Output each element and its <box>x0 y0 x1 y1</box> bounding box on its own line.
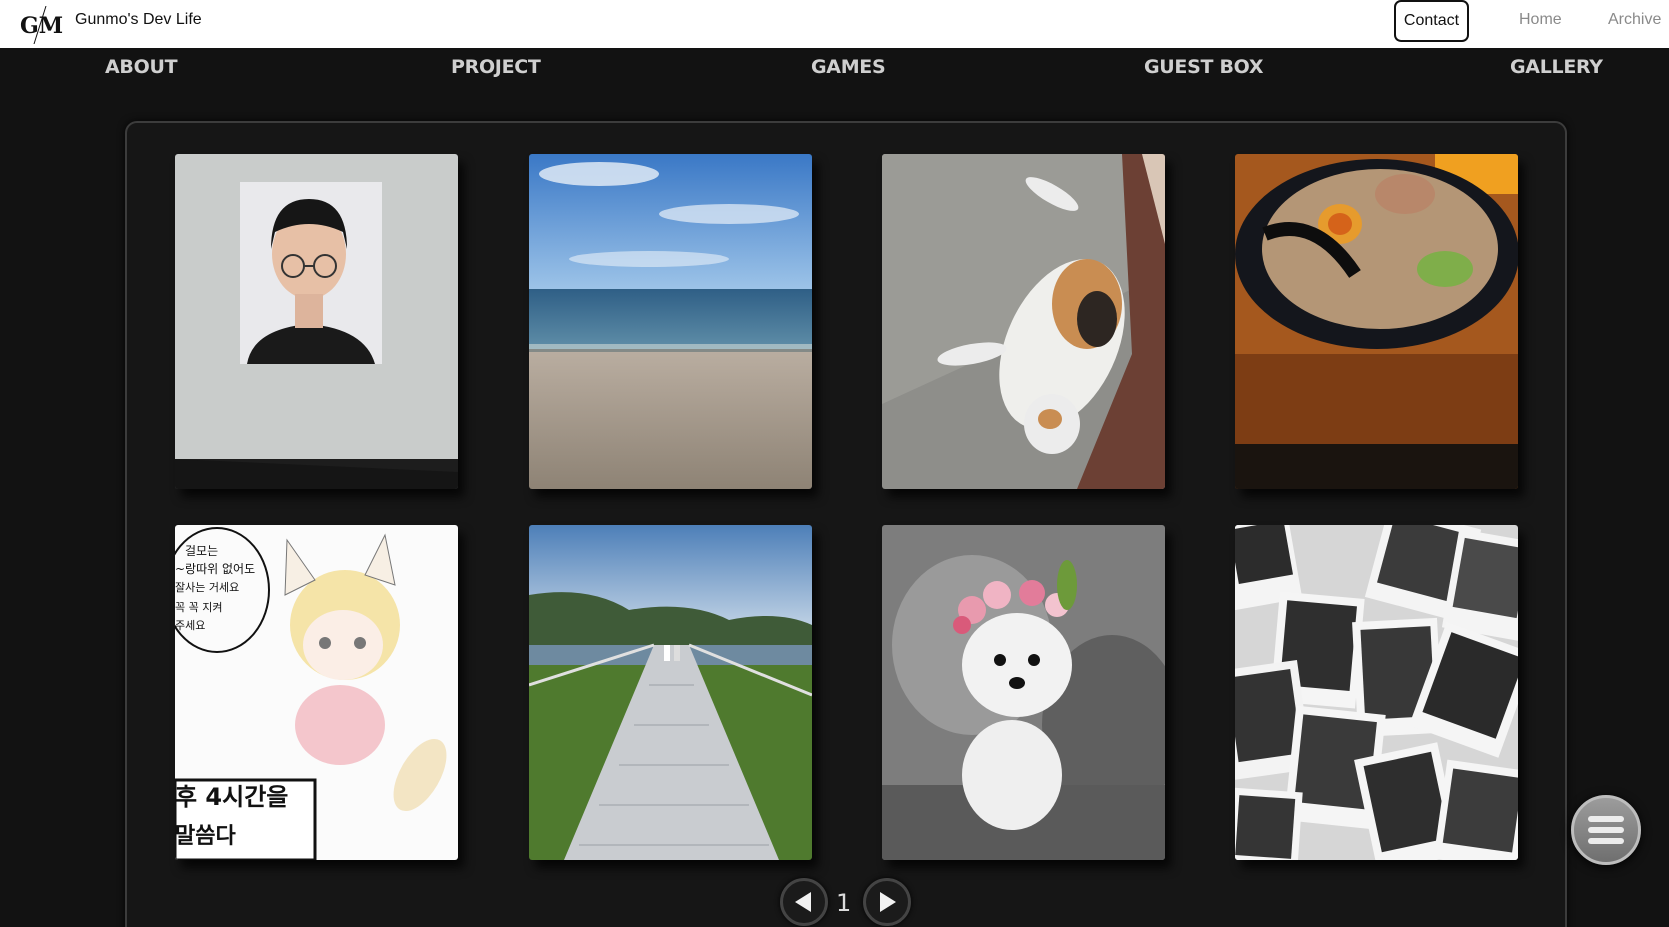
current-page-number: 1 <box>836 889 852 917</box>
gallery-drawing-anime[interactable]: 걸모는 ~랑따위 없어도 잘사는 거세요 꼭 꼭 지켜 주세요 후 4시간을 말… <box>175 525 458 860</box>
next-page-button[interactable] <box>863 878 911 926</box>
hamburger-menu-icon <box>1588 816 1624 844</box>
main-nav: ABOUT PROJECT GAMES GUEST BOX GALLERY <box>0 48 1669 90</box>
gallery-photo-puppy[interactable] <box>882 525 1165 860</box>
drawing-text-6: 후 4시간을 <box>175 783 288 811</box>
triangle-left-icon <box>795 892 811 912</box>
top-header: GM Gunmo's Dev Life Contact Home Archive <box>0 0 1669 48</box>
prev-page-button[interactable] <box>780 878 828 926</box>
contact-button[interactable]: Contact <box>1394 0 1469 42</box>
brand-name[interactable]: Gunmo's Dev Life <box>75 11 202 28</box>
gallery-photo-bridge[interactable] <box>529 525 812 860</box>
nav-guest-box[interactable]: GUEST BOX <box>1144 56 1264 78</box>
nav-about[interactable]: ABOUT <box>105 56 178 78</box>
floating-menu-button[interactable] <box>1571 795 1641 865</box>
drawing-text-3: 잘사는 거세요 <box>175 581 239 594</box>
gallery-photo-portrait[interactable] <box>175 154 458 489</box>
gallery-photo-polaroids[interactable] <box>1235 525 1518 860</box>
nav-project[interactable]: PROJECT <box>451 56 541 78</box>
triangle-right-icon <box>880 892 896 912</box>
gallery-photo-ramen[interactable] <box>1235 154 1518 489</box>
nav-games[interactable]: GAMES <box>811 56 886 78</box>
drawing-text-1: 걸모는 <box>185 544 218 558</box>
gallery-photo-cat[interactable] <box>882 154 1165 489</box>
drawing-text-4: 꼭 꼭 지켜 <box>175 601 222 614</box>
logo-text: GM <box>20 13 63 39</box>
drawing-text-2: ~랑따위 없어도 <box>175 562 255 576</box>
home-link[interactable]: Home <box>1519 11 1562 28</box>
drawing-text-5: 주세요 <box>175 619 205 632</box>
site-logo[interactable]: GM <box>20 6 64 44</box>
drawing-text-7: 말씀다 <box>175 824 236 849</box>
gallery-photo-beach[interactable] <box>529 154 812 489</box>
archive-link[interactable]: Archive <box>1608 11 1662 28</box>
nav-gallery[interactable]: GALLERY <box>1510 56 1603 78</box>
